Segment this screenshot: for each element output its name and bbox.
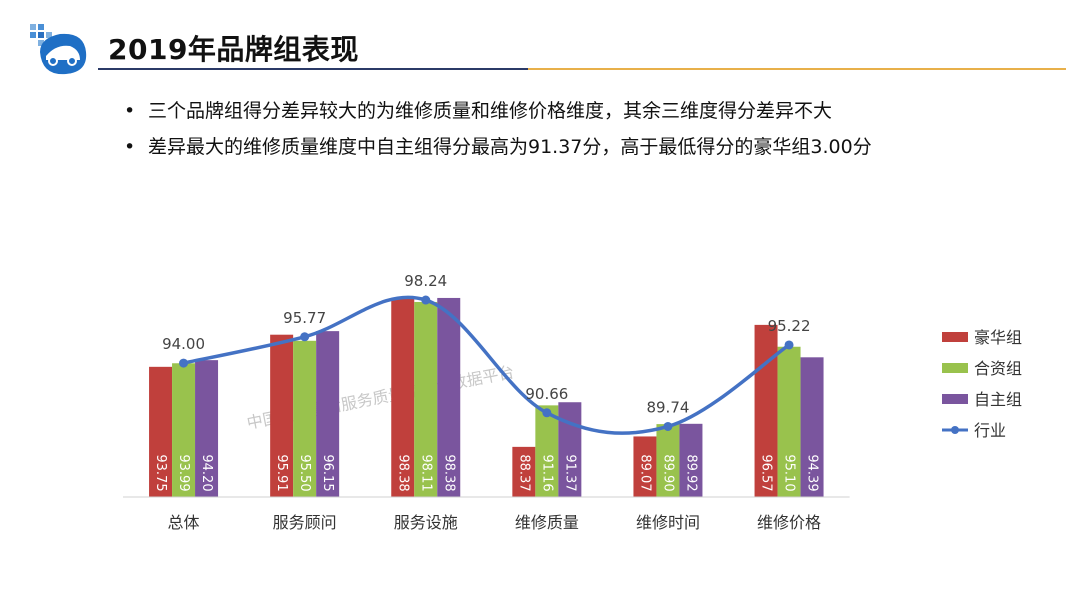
bar-data-label: 94.39 [805,454,820,491]
title-divider [98,68,528,70]
bar-2 [777,346,801,497]
bar-data-label: 96.57 [759,454,774,491]
industry-point [421,295,431,305]
bar-data-label: 95.91 [274,454,289,491]
industry-data-label: 94.00 [162,335,205,353]
bar-3 [316,331,340,497]
legend-label: 豪华组 [974,328,1022,347]
industry-data-label: 90.66 [525,385,568,403]
industry-line [183,295,791,435]
bar-data-label: 89.90 [660,454,675,491]
title-divider-accent [528,68,1066,70]
page-title: 2019年品牌组表现 [108,33,359,66]
bar-2 [172,363,196,497]
bar-data-label: 96.15 [320,454,335,491]
x-tick-label: 维修价格 [757,513,821,532]
bar-2 [293,340,317,497]
legend-label: 自主组 [974,390,1022,409]
bar-data-label: 94.20 [199,454,214,491]
bar-3 [437,297,461,497]
bar-data-label: 89.92 [683,454,698,491]
bar-data-label: 95.50 [297,454,312,491]
x-tick-label: 维修时间 [636,513,700,532]
bar-data-label: 95.10 [782,454,797,491]
x-tick-label: 维修质量 [515,513,579,532]
legend-swatch [942,394,968,404]
industry-data-label: 95.22 [768,317,811,335]
bullet-item: • 差异最大的维修质量维度中自主组得分最高为91.37分，高于最低得分的豪华组3.… [124,134,872,170]
bar-2 [656,424,680,497]
legend-label: 行业 [974,421,1006,440]
industry-point [542,408,552,418]
x-tick-label: 服务顾问 [273,513,337,532]
legend-label: 合资组 [974,359,1022,378]
x-tick-label: 总体 [168,513,200,532]
bar-1 [391,297,415,497]
bar-data-label: 89.07 [637,454,652,491]
bar-data-label: 93.99 [176,454,191,491]
brand-logo-icon [30,24,87,75]
industry-point [179,358,189,368]
bullet-item: • 三个品牌组得分差异较大的为维修质量和维修价格维度，其余三维度得分差异不大 [124,98,872,134]
bullet-dot-icon: • [124,136,136,158]
bar-2 [535,405,559,497]
industry-point [300,332,310,342]
bar-3 [195,360,219,497]
bar-3 [800,357,824,497]
bullet-list: • 三个品牌组得分差异较大的为维修质量和维修价格维度，其余三维度得分差异不大 • 差… [124,98,872,170]
bar-data-label: 91.16 [539,454,554,491]
industry-data-label: 98.24 [404,272,447,290]
legend-swatch [942,332,968,342]
industry-point [663,421,673,431]
x-tick-label: 服务设施 [394,513,458,532]
bar-data-label: 88.37 [516,454,531,491]
bar-data-label: 91.37 [562,454,577,491]
bar-1 [633,436,657,497]
bar-1 [512,446,536,497]
bullet-dot-icon: • [124,100,136,122]
bar-2 [414,301,438,497]
bar-data-label: 98.38 [441,454,456,491]
bar-1 [270,334,294,497]
legend-point-swatch [951,426,959,434]
bar-1 [149,366,173,497]
bar-data-label: 98.38 [395,454,410,491]
bullet-text: 三个品牌组得分差异较大的为维修质量和维修价格维度，其余三维度得分差异不大 [148,100,833,122]
bar-3 [679,423,703,497]
industry-data-label: 95.77 [283,309,326,327]
bar-data-label: 98.11 [418,454,433,491]
industry-point [784,340,794,350]
industry-data-label: 89.74 [646,398,689,416]
bar-data-label: 93.75 [153,454,168,491]
legend-swatch [942,363,968,373]
bullet-text: 差异最大的维修质量维度中自主组得分最高为91.37分，高于最低得分的豪华组3.0… [148,136,872,158]
